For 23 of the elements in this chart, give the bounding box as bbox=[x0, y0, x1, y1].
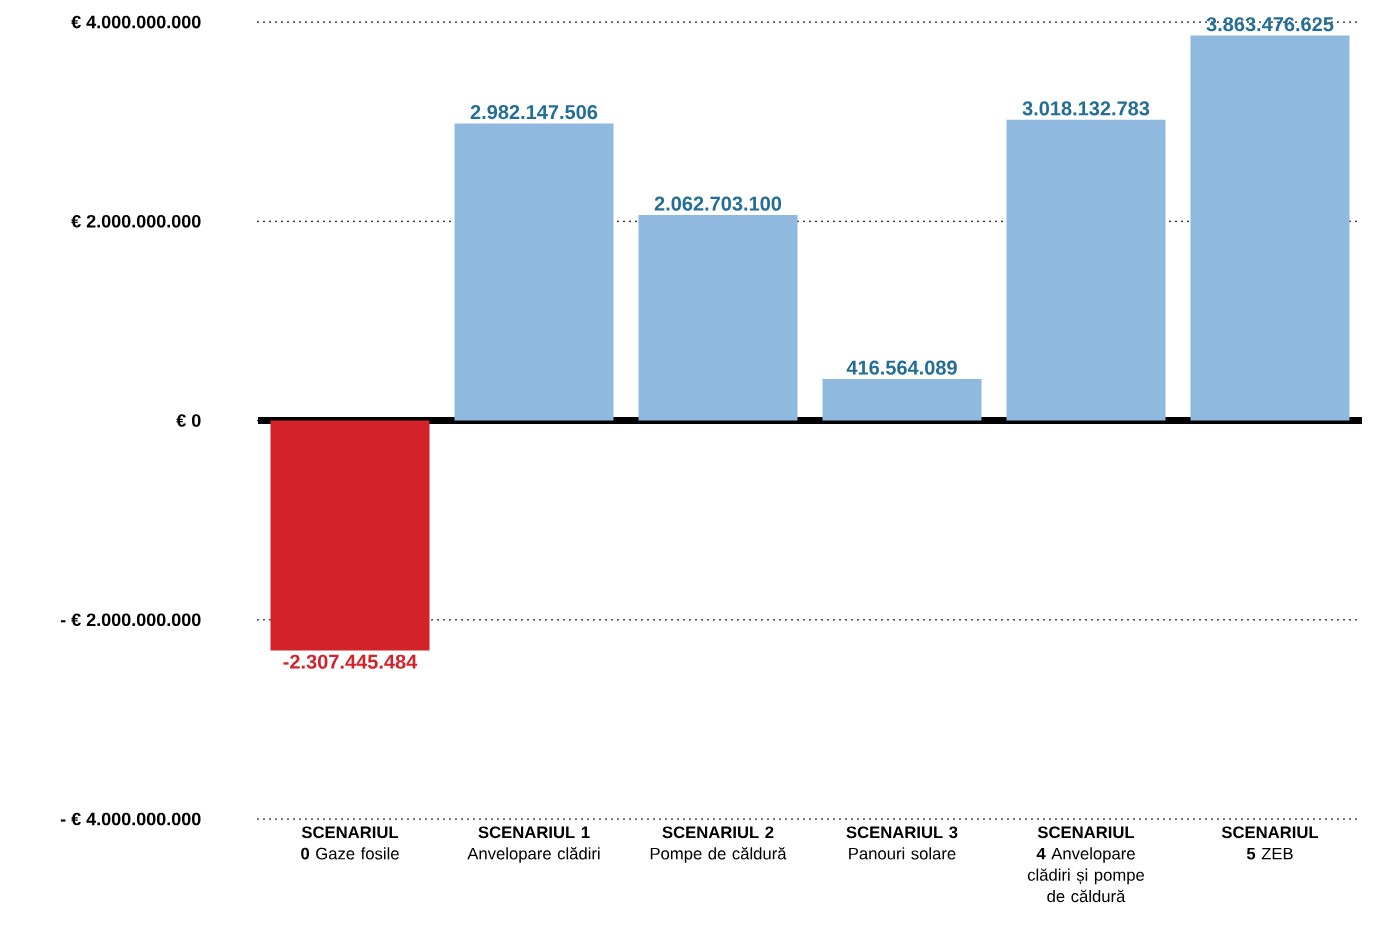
y-tick-label: € 0 bbox=[176, 414, 201, 427]
bar bbox=[1006, 119, 1166, 421]
bar bbox=[270, 420, 430, 651]
y-tick-label: € 2.000.000.000 bbox=[71, 214, 201, 228]
bar bbox=[1190, 35, 1350, 421]
y-tick-label: - € 2.000.000.000 bbox=[60, 613, 201, 627]
x-tick-label: SCENARIUL 2 Pompe de căldură bbox=[650, 826, 787, 863]
bar bbox=[822, 379, 982, 421]
x-tick-label: SCENARIUL 1 Anvelopare clădiri bbox=[467, 826, 600, 863]
data-label: 2.982.147.506 bbox=[470, 104, 598, 120]
data-label: 2.062.703.100 bbox=[654, 196, 782, 211]
bar bbox=[454, 123, 614, 421]
data-label: 416.564.089 bbox=[846, 360, 957, 375]
x-tick-label: SCENARIUL 0 Gaze fosile bbox=[301, 826, 399, 860]
x-tick-label: SCENARIUL 3 Panouri solare bbox=[846, 826, 958, 860]
x-tick-label: SCENARIUL 4 Anvelopare clădiri și pompe de căldură bbox=[1027, 826, 1145, 903]
data-label: 3.863.476.625 bbox=[1206, 17, 1334, 32]
bar bbox=[638, 215, 798, 421]
data-label: 3.018.132.783 bbox=[1022, 101, 1150, 116]
y-tick-label: € 4.000.000.000 bbox=[71, 15, 201, 29]
y-tick-label: - € 4.000.000.000 bbox=[60, 812, 201, 826]
x-tick-label: SCENARIUL 5 ZEB bbox=[1221, 826, 1319, 860]
data-label: -2.307.445.484 bbox=[283, 654, 418, 669]
